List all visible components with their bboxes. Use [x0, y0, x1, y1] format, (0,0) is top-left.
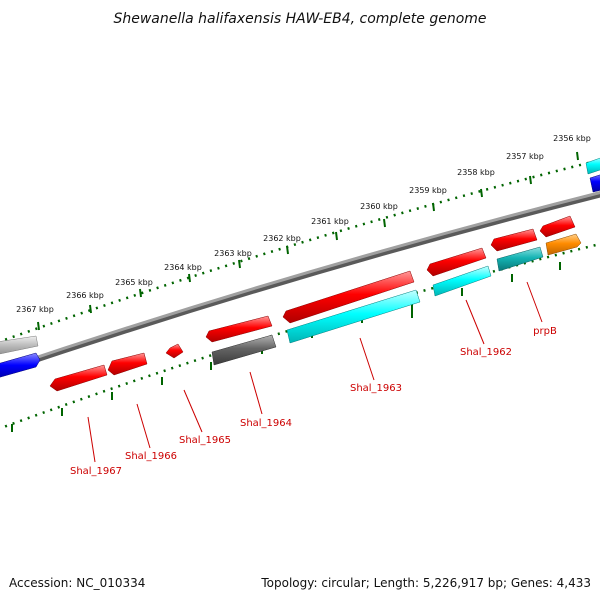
gene-red-2363[interactable]: [205, 315, 273, 343]
genome-backbone: [0, 190, 600, 372]
forward-strand-genes: [0, 156, 600, 356]
scale-label-2361: 2361 kbp: [311, 217, 349, 226]
gene-prpb[interactable]: [545, 233, 582, 256]
label-shal-1962: Shal_1962: [460, 347, 512, 358]
accession-text: Accession: NC_010334: [9, 576, 145, 590]
gene-shal-1965[interactable]: [165, 343, 184, 359]
label-shal-1965: Shal_1965: [179, 435, 231, 446]
gene-cyan-right-upper[interactable]: [585, 156, 600, 175]
scale-label-2356: 2356 kbp: [553, 134, 591, 143]
label-shal-1966: Shal_1966: [125, 451, 177, 462]
scale-label-2365: 2365 kbp: [115, 278, 153, 287]
map-title: Shewanella halifaxensis HAW-EB4, complet…: [113, 11, 486, 27]
scale-label-2363: 2363 kbp: [214, 249, 252, 258]
gene-shal-1962[interactable]: [432, 265, 492, 297]
label-shal-1963: Shal_1963: [350, 383, 402, 394]
gene-blue-left[interactable]: [0, 352, 41, 380]
gene-red-2358[interactable]: [490, 228, 538, 252]
scale-label-2366: 2366 kbp: [66, 291, 104, 300]
gene-shal-1967[interactable]: [49, 364, 108, 392]
gene-red-2359[interactable]: [426, 247, 487, 277]
gene-shal-1966[interactable]: [107, 352, 148, 376]
scale-label-2367: 2367 kbp: [16, 305, 54, 314]
scale-label-2364: 2364 kbp: [164, 263, 202, 272]
scale-label-2359: 2359 kbp: [409, 186, 447, 195]
scale-labels: 2356 kbp 2357 kbp 2358 kbp 2359 kbp 2360 kbp…: [16, 134, 591, 314]
gene-lightgray-left[interactable]: [0, 335, 39, 356]
label-shal-1967: Shal_1967: [70, 466, 122, 477]
outer-major-ticks: [37, 151, 579, 331]
gene-red-2357[interactable]: [539, 215, 576, 238]
scale-label-2357: 2357 kbp: [506, 152, 544, 161]
scale-label-2358: 2358 kbp: [457, 168, 495, 177]
reverse-strand-genes: [0, 173, 600, 392]
gene-blue-right[interactable]: [589, 173, 600, 193]
gene-red-2362-2360[interactable]: [282, 270, 415, 324]
label-shal-1964: Shal_1964: [240, 418, 292, 429]
label-prpb: prpB: [533, 326, 557, 337]
scale-label-2360: 2360 kbp: [360, 202, 398, 211]
genome-summary-text: Topology: circular; Length: 5,226,917 bp…: [260, 576, 591, 590]
gene-shal-1963[interactable]: [286, 289, 421, 344]
gene-teal-2358[interactable]: [496, 246, 544, 272]
scale-label-2362: 2362 kbp: [263, 234, 301, 243]
gene-shal-1964[interactable]: [211, 334, 277, 366]
label-leader-lines: [87, 281, 543, 463]
genome-backbone-shadow: [0, 191, 600, 375]
